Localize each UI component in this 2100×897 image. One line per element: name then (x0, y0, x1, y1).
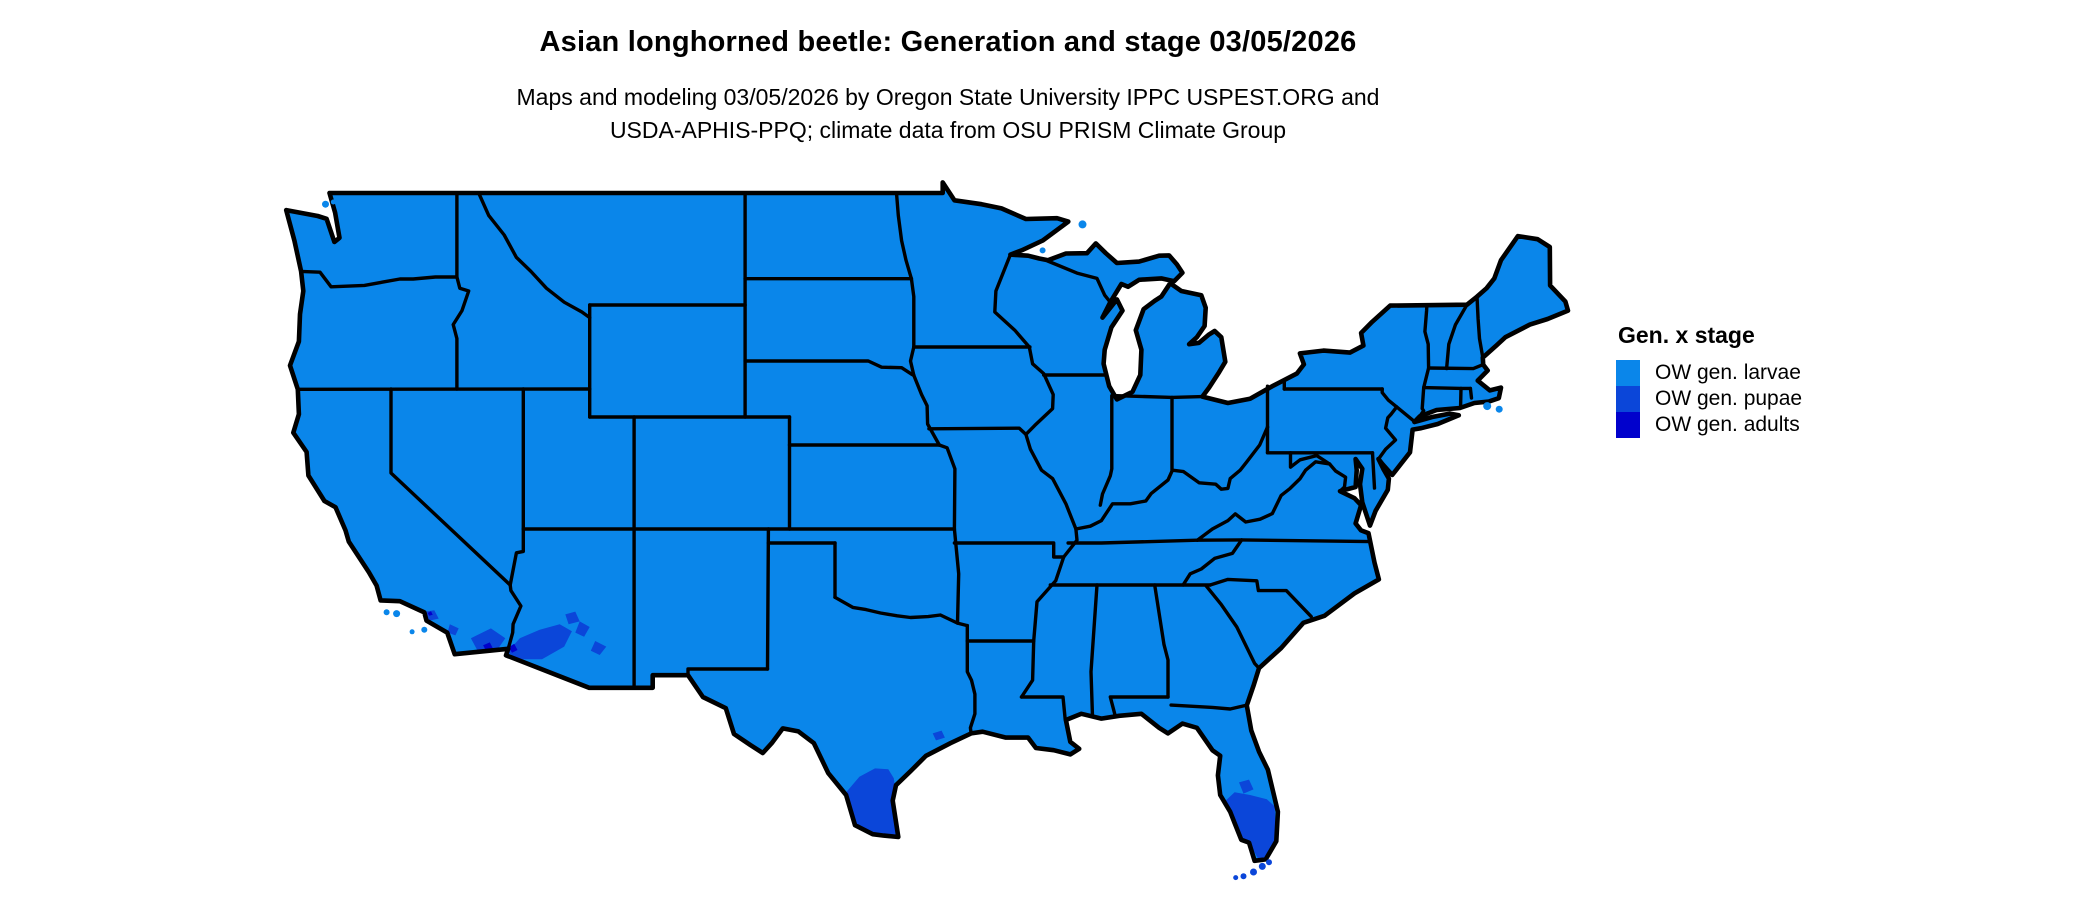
island-10 (1266, 859, 1272, 865)
island-1 (331, 200, 336, 205)
legend-row-1: OW gen. pupae (1616, 386, 1802, 412)
subtitle-line1: Maps and modeling 03/05/2026 by Oregon S… (517, 84, 1380, 110)
island-8 (1483, 402, 1491, 410)
island-11 (1259, 863, 1266, 870)
legend-swatch-2 (1616, 412, 1640, 438)
subtitle-line2: USDA-APHIS-PPQ; climate data from OSU PR… (610, 117, 1286, 143)
island-6 (410, 629, 415, 634)
island-7 (421, 627, 427, 633)
legend-row-0: OW gen. larvae (1616, 360, 1802, 386)
island-9 (1496, 406, 1503, 413)
state-border-65 (1470, 388, 1471, 398)
island-13 (1241, 873, 1247, 879)
state-border-18 (768, 529, 769, 669)
legend-swatch-1 (1616, 386, 1640, 412)
island-3 (1040, 247, 1046, 253)
island-0 (322, 201, 329, 208)
legend-swatch-0 (1616, 360, 1640, 386)
us-nation-fill (286, 182, 1568, 860)
island-12 (1250, 869, 1257, 876)
island-5 (393, 610, 400, 617)
state-border-63 (1424, 388, 1471, 389)
legend-row-2: OW gen. adults (1616, 412, 1802, 438)
legend-title: Gen. x stage (1618, 322, 1802, 349)
island-4 (384, 609, 390, 615)
state-border-41 (1117, 396, 1203, 398)
pupae-patch-1 (1221, 792, 1276, 860)
state-border-54 (1373, 453, 1375, 488)
legend-label-1: OW gen. pupae (1655, 387, 1802, 411)
title-block: Asian longhorned beetle: Generation and … (0, 0, 1896, 147)
legend-label-2: OW gen. adults (1655, 413, 1800, 437)
page-title: Asian longhorned beetle: Generation and … (0, 0, 1896, 59)
island-14 (1233, 875, 1238, 880)
island-2 (1079, 220, 1087, 228)
map-subtitle: Maps and modeling 03/05/2026 by Oregon S… (0, 59, 1896, 147)
legend-label-0: OW gen. larvae (1655, 361, 1801, 385)
